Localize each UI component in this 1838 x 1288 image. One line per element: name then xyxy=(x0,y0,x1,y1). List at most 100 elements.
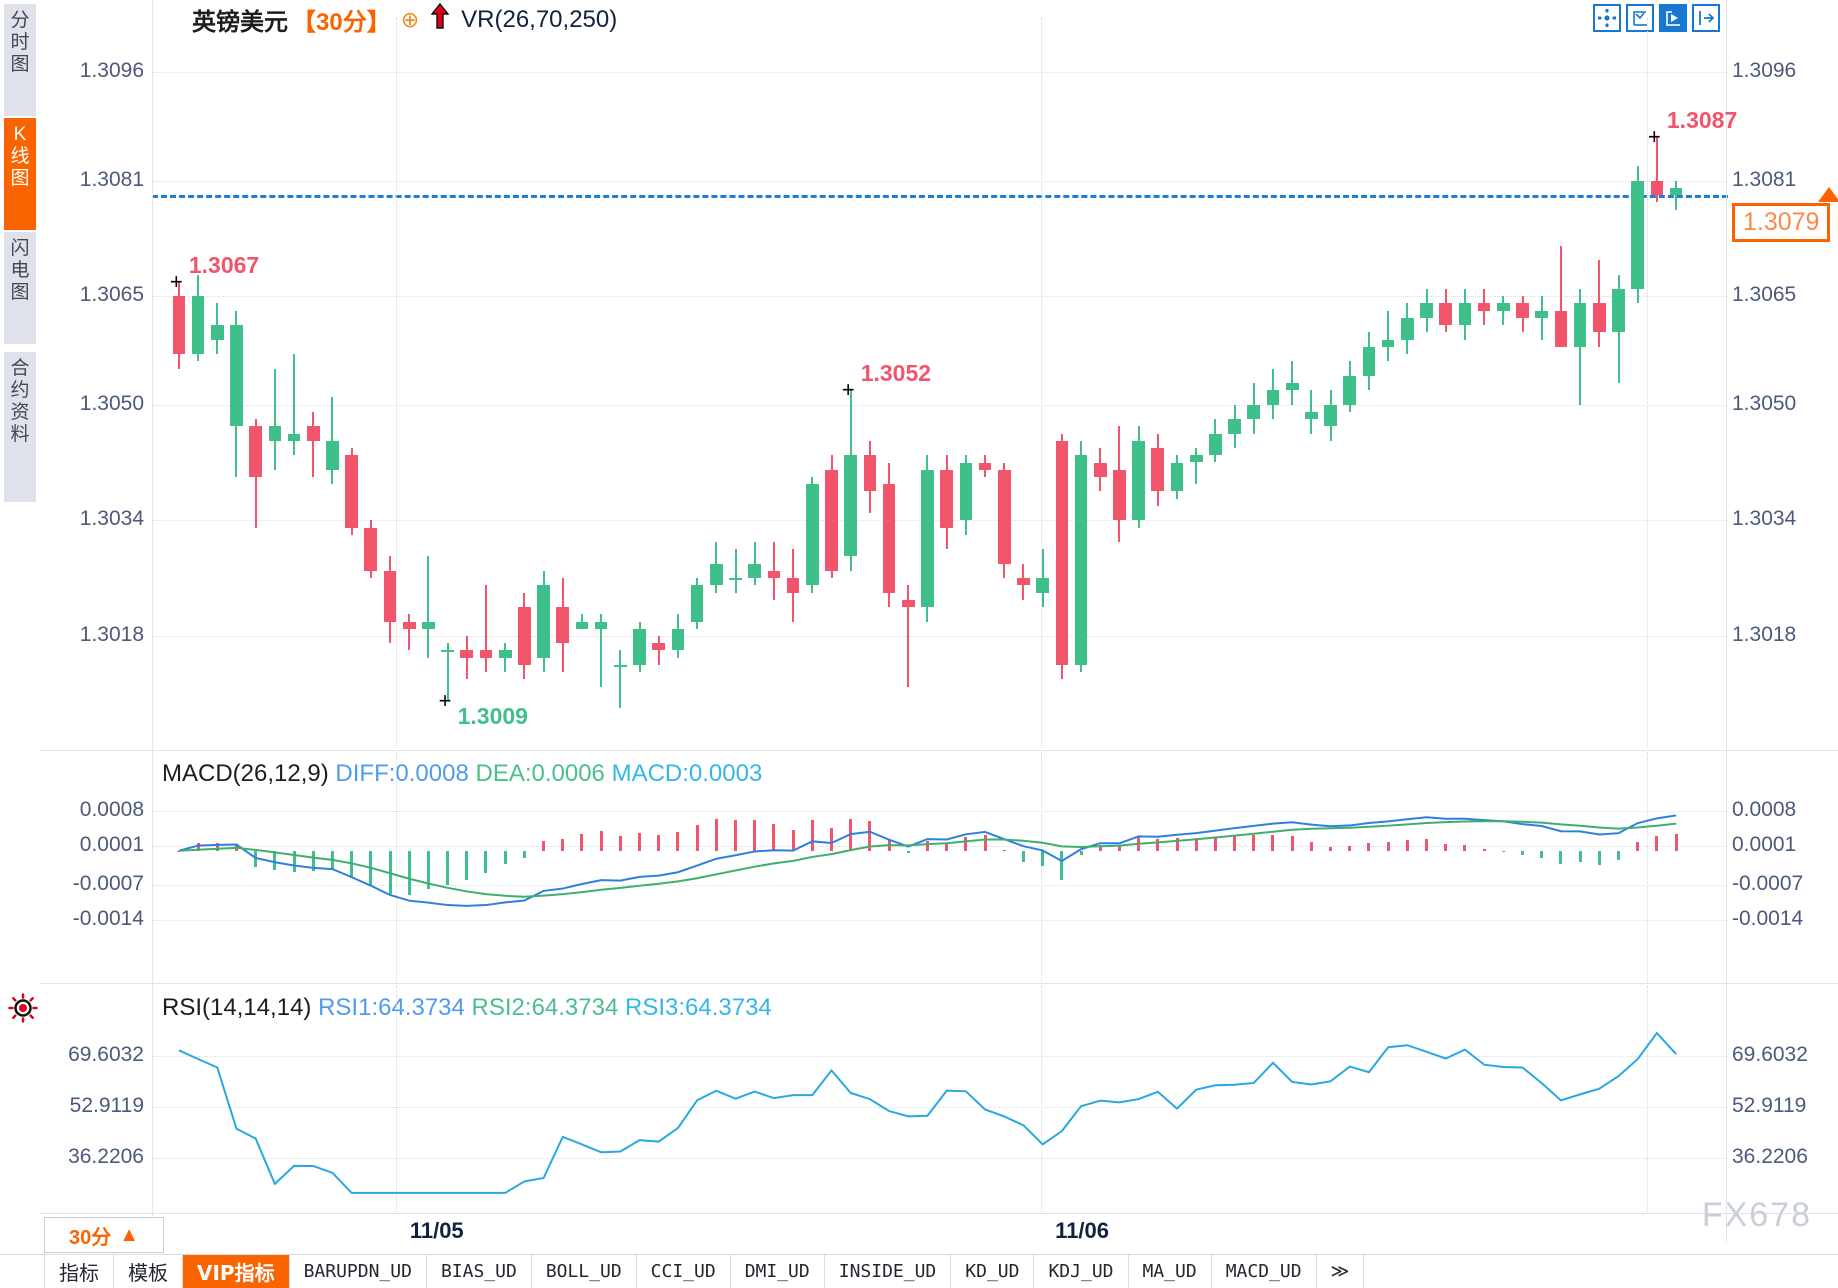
macd-histogram-bar xyxy=(945,843,949,851)
candle-body xyxy=(786,578,800,593)
macd-histogram-bar xyxy=(868,821,872,851)
tab-more[interactable]: ≫ xyxy=(1317,1255,1365,1288)
sidebar-item-timeshare[interactable]: 分时图 xyxy=(4,4,36,116)
time-axis-label: 11/06 xyxy=(1055,1218,1110,1243)
macd-histogram-bar xyxy=(1117,846,1121,851)
price-axis-label-left: 1.3018 xyxy=(79,622,144,646)
high-marker-3: 1.3087 xyxy=(1666,107,1738,134)
time-axis-label: 11/05 xyxy=(409,1218,464,1243)
tab-vip-indicators[interactable]: VIP指标 xyxy=(183,1255,290,1288)
candle-body xyxy=(518,607,531,665)
rsi-gridline xyxy=(152,1055,1726,1057)
candle-body xyxy=(326,440,339,470)
alert-sun-icon[interactable] xyxy=(8,993,38,1023)
macd-histogram-bar xyxy=(1386,842,1390,851)
candle-wick xyxy=(657,635,660,665)
watermark: FX678 xyxy=(1701,1196,1812,1234)
macd-histogram-bar xyxy=(964,836,968,851)
macd-axis-label-left: -0.0007 xyxy=(72,872,144,896)
candle-body xyxy=(729,578,742,581)
tab-macd-ud[interactable]: MACD_UD xyxy=(1212,1255,1317,1288)
candle-body xyxy=(1305,411,1318,420)
tab-bias-ud[interactable]: BIAS_UD xyxy=(427,1255,532,1288)
candle-body xyxy=(1285,383,1299,391)
candle-wick xyxy=(484,585,487,673)
candle-body xyxy=(1381,339,1395,347)
candle-body xyxy=(364,527,378,571)
macd-histogram-bar xyxy=(1559,850,1563,865)
candle-body xyxy=(230,325,243,427)
candle-body xyxy=(1669,187,1683,196)
macd-histogram-bar xyxy=(542,841,546,851)
pointer-tool-icon[interactable] xyxy=(1659,4,1687,32)
candle-body xyxy=(498,650,512,658)
crosshair-target-icon[interactable]: ⊕ xyxy=(400,6,420,32)
tab-inside-ud[interactable]: INSIDE_UD xyxy=(825,1255,952,1288)
tab-indicators[interactable]: 指标 xyxy=(44,1255,114,1288)
macd-histogram-bar xyxy=(522,850,526,859)
sidebar-item-contract[interactable]: 合约资料 xyxy=(4,352,36,502)
candle-wick xyxy=(312,411,315,477)
macd-histogram-bar xyxy=(1674,834,1678,851)
candle-body xyxy=(1113,469,1126,521)
tab-kd-ud[interactable]: KD_UD xyxy=(951,1255,1035,1288)
low-marker-1: 1.3009 xyxy=(457,703,528,730)
candle-body xyxy=(671,628,685,651)
candle-body xyxy=(633,628,646,665)
sidebar-item-lightning[interactable]: 闪电图 xyxy=(4,232,36,344)
tab-kdj-ud[interactable]: KDJ_UD xyxy=(1034,1255,1129,1288)
candle-body xyxy=(441,650,454,653)
sidebar-item-kline[interactable]: K线图 xyxy=(4,118,36,230)
candle-body xyxy=(191,296,205,355)
time-gridline xyxy=(1041,18,1043,748)
candle-wick xyxy=(465,635,468,680)
candle-body xyxy=(1516,303,1529,318)
macd-histogram-bar xyxy=(1636,841,1640,851)
left-sidebar: 分时图 K线图 闪电图 合约资料 xyxy=(0,0,40,1243)
candle-body xyxy=(1170,462,1184,492)
candle-body xyxy=(1343,375,1357,405)
macd-histogram-bar xyxy=(1597,850,1601,865)
candle-wick xyxy=(1655,137,1658,203)
time-gridline xyxy=(1041,986,1043,1212)
chart-toolbar xyxy=(1593,4,1720,32)
candle-body xyxy=(652,643,666,651)
tab-templates[interactable]: 模板 xyxy=(114,1255,183,1288)
candle-body xyxy=(383,570,397,622)
price-axis-label-left: 1.3081 xyxy=(79,167,144,191)
macd-histogram-bar xyxy=(714,819,718,851)
macd-histogram-bar xyxy=(887,839,891,851)
crosshair-marker-icon: + xyxy=(169,268,183,294)
macd-histogram-bar xyxy=(849,818,853,851)
candle-wick xyxy=(600,614,603,687)
last-price-badge[interactable]: 1.3079 xyxy=(1732,203,1831,243)
candle-body xyxy=(1420,303,1433,318)
crosshair-move-icon[interactable] xyxy=(1593,4,1621,32)
candle-wick xyxy=(1502,296,1505,326)
period-selector-button[interactable]: 30分 ▲ xyxy=(44,1217,164,1253)
candle-body xyxy=(748,563,762,579)
time-gridline xyxy=(1647,18,1649,748)
rsi-axis-label-left: 36.2206 xyxy=(68,1145,144,1169)
macd-histogram-bar xyxy=(234,843,238,851)
tab-cci-ud[interactable]: CCI_UD xyxy=(637,1255,731,1288)
measure-icon[interactable] xyxy=(1626,4,1654,32)
candle-wick xyxy=(273,368,276,470)
candle-body xyxy=(1209,433,1222,456)
tab-boll-ud[interactable]: BOLL_UD xyxy=(532,1255,637,1288)
tab-barupdn-ud[interactable]: BARUPDN_UD xyxy=(290,1255,427,1288)
macd-macd-value: MACD:0.0003 xyxy=(611,760,763,787)
macd-histogram-bar xyxy=(1041,850,1045,867)
candle-body xyxy=(306,426,320,441)
exit-icon[interactable] xyxy=(1692,4,1720,32)
price-axis-label-right: 1.3081 xyxy=(1732,167,1797,191)
high-marker-2: 1.3052 xyxy=(860,360,932,387)
tab-dmi-ud[interactable]: DMI_UD xyxy=(731,1255,825,1288)
candle-body xyxy=(575,621,589,629)
axis-divider-right xyxy=(1726,0,1727,1243)
candle-body xyxy=(210,325,224,340)
axis-divider-left xyxy=(152,0,153,1243)
up-arrow-icon xyxy=(430,2,450,36)
tab-ma-ud[interactable]: MA_UD xyxy=(1129,1255,1212,1288)
macd-gridline xyxy=(152,811,1726,813)
